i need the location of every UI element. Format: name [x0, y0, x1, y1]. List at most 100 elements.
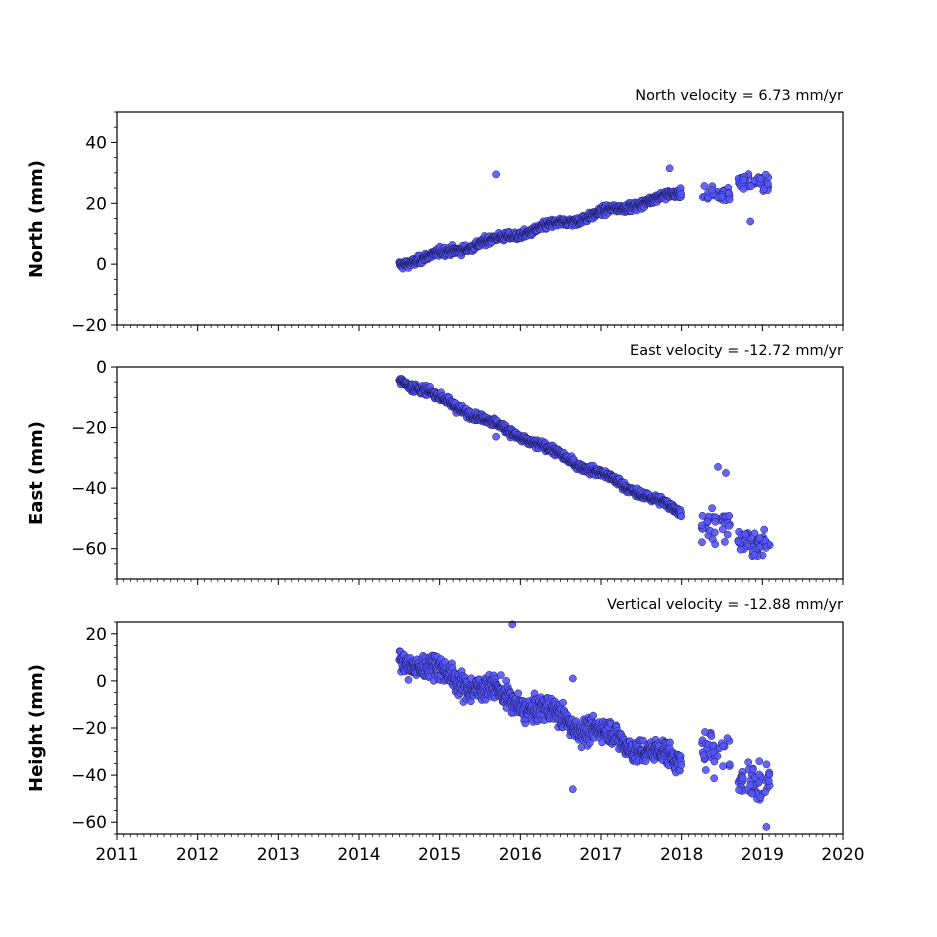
height-data-point [710, 757, 719, 766]
east-data-point [492, 432, 500, 441]
east-ytick-label: −60 [71, 540, 107, 560]
height-data-point [701, 728, 709, 736]
north-data-points [395, 164, 773, 273]
height-data-point [744, 758, 753, 767]
height-data-point [699, 751, 708, 760]
height-data-point [755, 757, 764, 766]
east-data-point [710, 528, 719, 537]
height-data-point [589, 711, 598, 720]
north-data-point [739, 185, 748, 193]
east-data-point [708, 504, 716, 513]
height-axis-label: Height (mm) [26, 664, 47, 792]
east-data-point [725, 512, 734, 520]
north-data-point [700, 182, 709, 190]
east-data-point [734, 537, 743, 546]
height-xtick-label: 2012 [176, 845, 219, 865]
north-data-point [746, 217, 755, 226]
height-data-point [764, 777, 773, 785]
height-data-point [749, 765, 757, 774]
east-ytick-label: −40 [71, 479, 107, 499]
height-data-point [677, 761, 686, 769]
height-data-point [568, 674, 577, 683]
north-panel: North velocity = 6.73 mm/yr North (mm) −… [26, 88, 844, 336]
east-data-point [750, 551, 759, 560]
east-ytick-label: −20 [71, 419, 107, 439]
north-axis-ticks: −20 0 20 40 [71, 111, 844, 336]
height-data-points [395, 620, 774, 831]
east-data-points [395, 375, 774, 561]
east-data-point [714, 463, 722, 471]
north-data-point [760, 185, 768, 193]
vertical-velocity-label: Vertical velocity = -12.88 mm/yr [607, 597, 843, 613]
height-data-point [514, 689, 523, 698]
east-panel: East velocity = -12.72 mm/yr East (mm) −… [26, 343, 844, 585]
height-ytick-label: 0 [96, 672, 107, 692]
height-data-point [746, 781, 755, 789]
height-data-point [735, 786, 743, 794]
height-data-point [748, 789, 756, 798]
height-xtick-label: 2013 [257, 845, 300, 865]
east-data-point [703, 517, 712, 526]
east-data-point [718, 525, 727, 534]
height-data-point [723, 734, 732, 743]
height-data-point [710, 774, 719, 783]
east-plot-frame [116, 366, 844, 580]
height-data-point [585, 739, 594, 747]
height-xtick-label: 2011 [95, 845, 138, 865]
height-data-point [725, 760, 734, 769]
height-ytick-label: 20 [85, 625, 107, 645]
height-data-point [755, 770, 764, 779]
east-data-point [698, 538, 706, 547]
height-data-point [508, 620, 517, 629]
east-data-point [711, 540, 720, 549]
north-data-point [763, 179, 772, 188]
north-data-point [665, 164, 674, 173]
east-data-point [741, 530, 749, 538]
height-xtick-label: 2017 [579, 845, 622, 865]
east-data-point [736, 545, 745, 554]
height-xtick-label: 2016 [499, 845, 542, 865]
height-data-point [707, 732, 716, 740]
north-data-point [725, 195, 734, 204]
north-data-point [717, 192, 726, 201]
east-velocity-label: East velocity = -12.72 mm/yr [630, 343, 843, 359]
east-data-point [760, 525, 769, 534]
height-ytick-label: −40 [71, 766, 107, 786]
height-data-point [761, 788, 769, 797]
height-axis-ticks: −60 −40 −20 0 20 2011 2012 2013 2014 2015 2016 2017… [71, 621, 865, 865]
height-data-point [559, 698, 567, 707]
height-ytick-label: −60 [71, 813, 107, 833]
north-data-point [492, 170, 500, 179]
height-xtick-label: 2014 [337, 845, 380, 865]
height-plot-frame [116, 621, 844, 835]
north-data-point [677, 190, 686, 198]
height-data-point [756, 793, 765, 801]
height-data-point [719, 742, 728, 751]
height-panel: Vertical velocity = -12.88 mm/yr Height … [26, 597, 865, 865]
north-data-point [761, 170, 770, 179]
east-data-point [677, 512, 686, 521]
height-data-point [404, 676, 413, 684]
height-data-point [641, 757, 650, 766]
north-ytick-label: 20 [85, 194, 107, 214]
north-velocity-label: North velocity = 6.73 mm/yr [635, 88, 843, 104]
east-data-point [755, 534, 764, 542]
height-data-point [762, 760, 771, 769]
east-data-point [723, 530, 732, 539]
height-data-point [497, 671, 505, 679]
east-ytick-label: 0 [96, 358, 107, 378]
north-ytick-label: −20 [71, 316, 107, 336]
east-data-point [711, 517, 720, 526]
north-axis-label: North (mm) [26, 160, 47, 278]
east-axis-ticks: −60 −40 −20 0 [71, 358, 844, 585]
east-data-point [722, 469, 730, 477]
height-data-point [709, 741, 718, 750]
height-data-point [765, 770, 774, 779]
height-data-point [738, 774, 747, 782]
height-data-point [568, 785, 577, 794]
height-xtick-label: 2015 [418, 845, 461, 865]
north-ytick-label: 0 [96, 255, 107, 275]
height-data-point [719, 762, 727, 770]
north-data-point [739, 176, 748, 184]
north-ytick-label: 40 [85, 133, 107, 153]
